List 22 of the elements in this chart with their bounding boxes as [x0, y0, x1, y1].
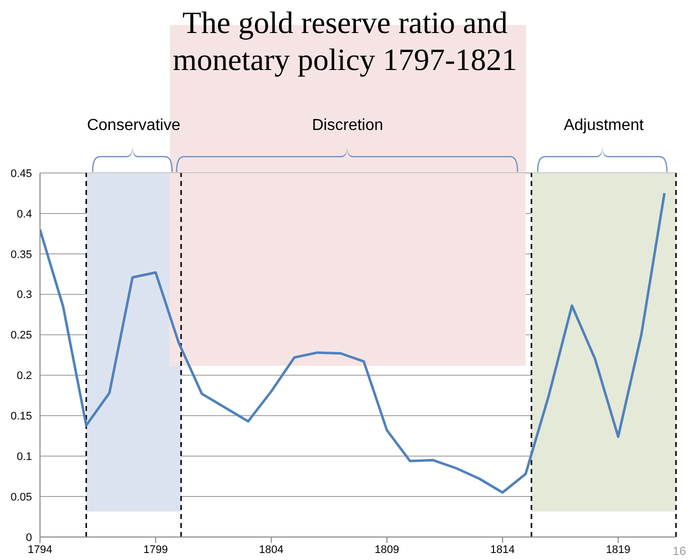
- x-tick-label: 1799: [143, 544, 168, 556]
- x-tick-label: 1809: [374, 544, 400, 556]
- y-tick-label: 0: [26, 532, 32, 544]
- y-tick-label: 0.25: [10, 330, 32, 342]
- band-label: Adjustment: [562, 117, 645, 135]
- y-tick-label: 0.35: [10, 248, 32, 261]
- x-tick-label: 1794: [28, 544, 52, 556]
- x-tick-label: 1814: [490, 544, 515, 556]
- band-label: Discretion: [312, 117, 384, 134]
- y-tick-label: 0.4: [16, 208, 32, 220]
- chart-title: The gold reserve ratio and monetary policy 1797-1821: [172, 4, 518, 78]
- y-tick-label: 0.15: [10, 410, 32, 423]
- y-tick-label: 0.3: [16, 289, 32, 302]
- text: 16: [672, 544, 686, 558]
- band-label: Conservative: [86, 117, 182, 135]
- y-tick-label: 0.45: [10, 168, 32, 180]
- x-tick-label: 1804: [259, 544, 284, 556]
- line-series: [40, 192, 666, 494]
- x-tick-label: 1819: [606, 544, 630, 556]
- y-tick-label: 0.05: [10, 491, 32, 504]
- y-tick-label: 0.1: [16, 451, 32, 464]
- y-tick-label: 0.2: [16, 370, 32, 382]
